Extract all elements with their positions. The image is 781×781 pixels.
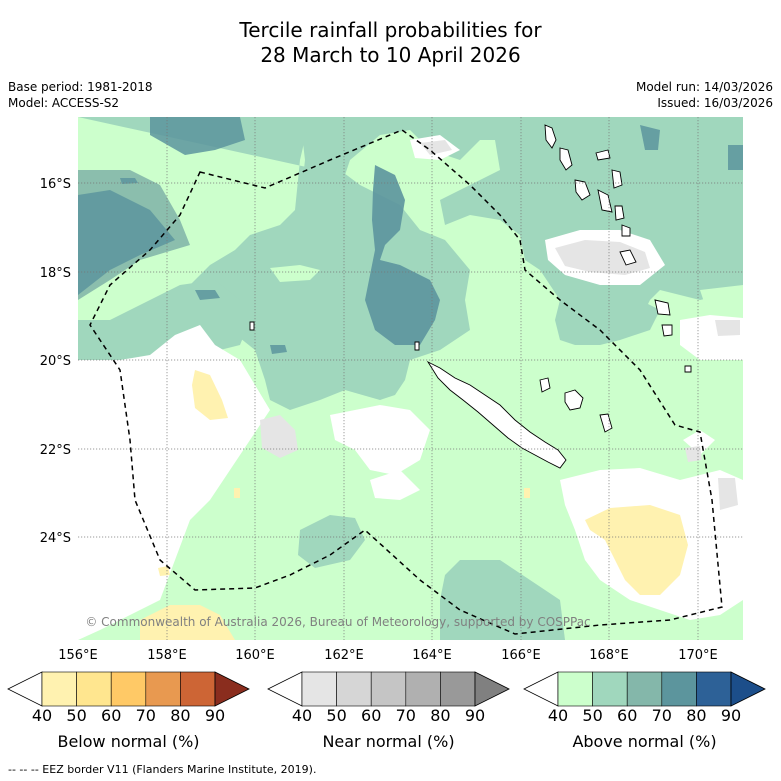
colorbar-segment <box>405 671 441 707</box>
colorbar-label: Below normal (%) <box>57 732 199 751</box>
colorbar-segment <box>696 671 732 707</box>
colorbar-segment <box>41 671 77 707</box>
eez-footnote: -- -- -- EEZ border V11 (Flanders Marine… <box>8 763 317 776</box>
issued-date: Issued: 16/03/2026 <box>657 96 773 110</box>
lon-axis: 156°E 158°E 160°E 162°E 164°E 166°E 168°… <box>58 648 718 663</box>
colorbar-below: 40 50 60 70 80 90 Below normal (%) <box>7 671 250 751</box>
lat-tick: 18°S <box>40 266 71 281</box>
colorbar-tick: 60 <box>101 706 121 725</box>
lat-tick: 22°S <box>40 443 71 458</box>
colorbar-low-end <box>7 671 43 707</box>
colorbar-segment <box>145 671 181 707</box>
colorbar-tick: 90 <box>721 706 741 725</box>
title-line-2: 28 March to 10 April 2026 <box>260 43 521 67</box>
coastline <box>249 124 692 469</box>
colorbar-high-end <box>730 671 766 707</box>
lon-tick: 168°E <box>589 648 629 663</box>
colorbar-tick: 90 <box>205 706 225 725</box>
colorbar-tick: 50 <box>326 706 346 725</box>
lat-tick: 16°S <box>40 177 71 192</box>
colorbar-tick: 60 <box>617 706 637 725</box>
colorbar-tick: 80 <box>686 706 706 725</box>
colorbar-segment <box>301 671 337 707</box>
lon-tick: 156°E <box>58 648 98 663</box>
graticule <box>78 117 743 640</box>
colorbar-tick: 70 <box>652 706 672 725</box>
lon-tick: 158°E <box>147 648 187 663</box>
model-name: Model: ACCESS-S2 <box>8 96 120 110</box>
colorbar-segment <box>557 671 593 707</box>
lat-tick: 20°S <box>40 354 71 369</box>
colorbar-segment <box>661 671 697 707</box>
colorbar-high-end <box>214 671 250 707</box>
map-title: Tercile rainfall probabilities for 28 Ma… <box>0 18 781 68</box>
lat-axis: 16°S 18°S 20°S 22°S 24°S <box>40 177 71 546</box>
colorbar-segment <box>180 671 216 707</box>
lon-tick: 160°E <box>235 648 275 663</box>
colorbar-tick: 90 <box>465 706 485 725</box>
lon-tick: 164°E <box>412 648 452 663</box>
colorbar-segment <box>110 671 147 707</box>
model-run: Model run: 14/03/2026 <box>635 80 773 94</box>
colorbar-segment <box>336 671 372 707</box>
title-line-1: Tercile rainfall probabilities for <box>239 18 542 42</box>
colorbar-near: 40 50 60 70 80 90 Near normal (%) <box>267 671 510 751</box>
colorbar-low-end <box>267 671 303 707</box>
colorbar-segment <box>592 671 628 707</box>
colorbar-tick: 50 <box>582 706 602 725</box>
colorbar-label: Near normal (%) <box>322 732 454 751</box>
colorbar-tick: 80 <box>170 706 190 725</box>
colorbar-tick: 40 <box>32 706 52 725</box>
colorbar-low-end <box>523 671 559 707</box>
colorbar-tick: 40 <box>292 706 312 725</box>
colorbar-tick: 50 <box>66 706 86 725</box>
base-period: Base period: 1981-2018 <box>8 80 153 94</box>
lon-tick: 162°E <box>324 648 364 663</box>
colorbar-tick: 70 <box>396 706 416 725</box>
colorbar-segment <box>626 671 663 707</box>
colorbar-segment <box>76 671 112 707</box>
lon-tick: 170°E <box>678 648 718 663</box>
meta-right: Model run: 14/03/2026 Issued: 16/03/2026 <box>636 79 773 111</box>
eez-border <box>89 129 723 635</box>
colorbar-high-end <box>474 671 510 707</box>
colorbar-tick: 40 <box>548 706 568 725</box>
copyright-credit: © Commonwealth of Australia 2026, Bureau… <box>85 615 590 629</box>
lat-tick: 24°S <box>40 531 71 546</box>
colorbar-tick: 70 <box>136 706 156 725</box>
meta-left: Base period: 1981-2018 Model: ACCESS-S2 <box>8 79 153 111</box>
colorbar-above: 40 50 60 70 80 90 Above normal (%) <box>523 671 766 751</box>
lon-tick: 166°E <box>501 648 541 663</box>
colorbar-tick: 60 <box>361 706 381 725</box>
colorbar-segment <box>370 671 407 707</box>
colorbar-label: Above normal (%) <box>572 732 716 751</box>
colorbar-tick: 80 <box>430 706 450 725</box>
probability-field <box>78 117 743 640</box>
colorbar-segment <box>440 671 476 707</box>
